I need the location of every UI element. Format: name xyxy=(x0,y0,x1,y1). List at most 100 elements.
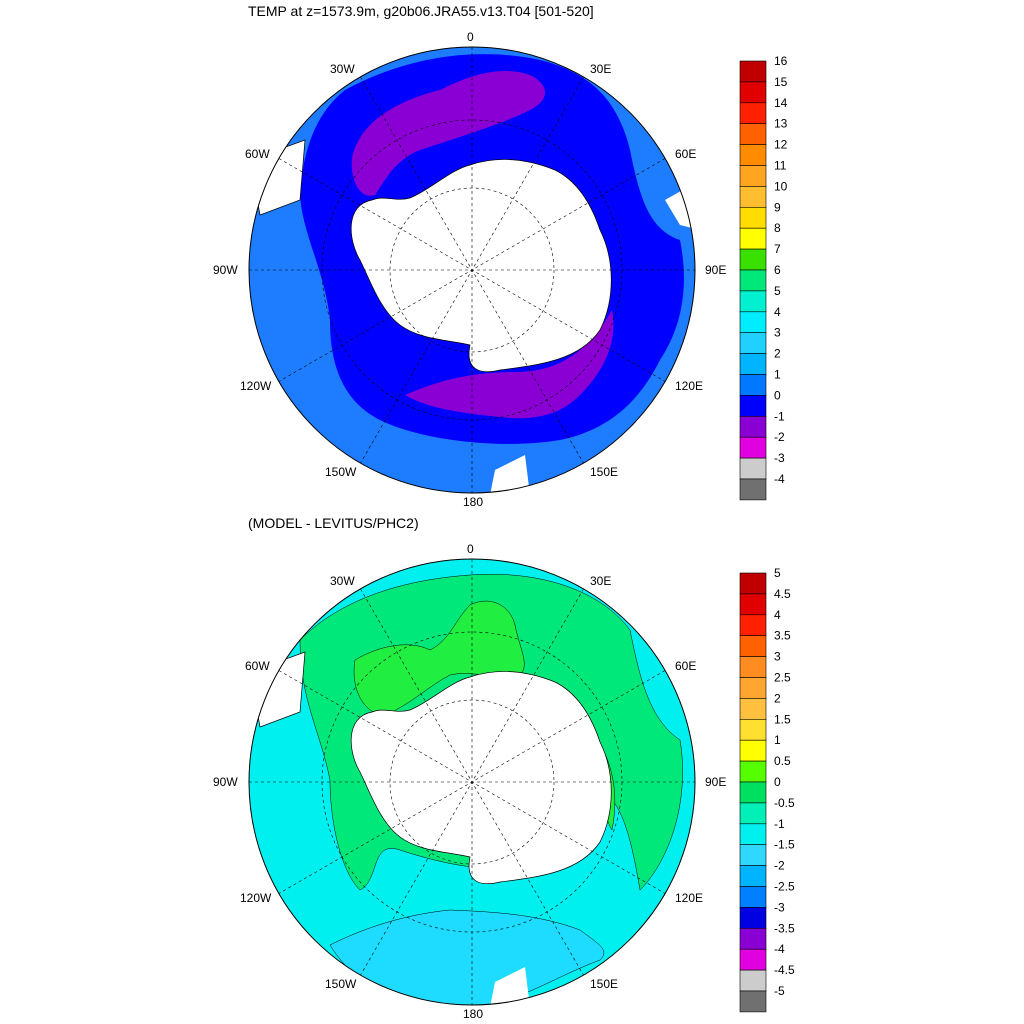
top-purple-north xyxy=(351,70,545,196)
top-colorbar-swatch xyxy=(739,227,767,250)
top-colorbar-label: 6 xyxy=(774,263,781,277)
bottom-lon-180: 180 xyxy=(463,1007,483,1021)
top-antarctica xyxy=(350,159,612,373)
top-colorbar-label: 4 xyxy=(774,305,781,319)
top-colorbar-label: 0 xyxy=(774,388,781,402)
bottom-graticule xyxy=(249,559,695,1005)
top-colorbar-swatch xyxy=(739,457,767,480)
bottom-lon-120e: 120E xyxy=(675,891,703,905)
bottom-colorbar-swatch xyxy=(739,844,767,866)
bottom-colorbar-swatch xyxy=(739,781,767,804)
top-lon-0: 0 xyxy=(467,30,474,44)
top-colorbar-label: 13 xyxy=(774,117,788,131)
bottom-colorbar-label: 2.5 xyxy=(774,671,791,685)
bottom-lon-150w: 150W xyxy=(325,977,357,991)
bottom-colorbar-label: 1.5 xyxy=(774,712,791,726)
top-land-s xyxy=(490,455,530,493)
top-colorbar-label: -2 xyxy=(774,430,785,444)
bottom-colorbar-label: 1 xyxy=(774,733,781,747)
bottom-lon-0: 0 xyxy=(467,542,474,556)
bottom-colorbar-label: 4 xyxy=(774,608,781,622)
bottom-colorbar-swatch xyxy=(739,886,767,908)
bottom-colorbar: 5 4.5 4 3.5 3 2.5 2 1.5 1 0.5 0 -0.5 -1 -1.5 -2 -2.5 -3 -… xyxy=(739,566,795,1013)
top-colorbar-swatch xyxy=(739,144,767,166)
top-colorbar-label: 14 xyxy=(774,96,788,110)
bottom-colorbar-label: -3.5 xyxy=(774,921,795,935)
top-panel: TEMP at z=1573.9m, g20b06.JRA55.v13.T04 … xyxy=(213,3,788,509)
top-colorbar-swatch xyxy=(739,269,767,292)
top-lon-60e: 60E xyxy=(675,147,696,161)
bottom-land-s xyxy=(490,967,530,1005)
top-colorbar-swatch xyxy=(739,186,767,208)
top-colorbar-swatch xyxy=(739,478,767,501)
bottom-colorbar-swatch xyxy=(739,635,767,657)
top-lon-150e: 150E xyxy=(590,465,618,479)
top-colorbar-label: 16 xyxy=(774,54,788,68)
top-colorbar-label: -3 xyxy=(774,451,785,465)
top-colorbar-label: 1 xyxy=(774,368,781,382)
bottom-colorbar-label: -2 xyxy=(774,859,785,873)
top-lon-120e: 120E xyxy=(675,379,703,393)
top-colorbar-label: -1 xyxy=(774,409,785,423)
top-map xyxy=(249,47,695,493)
bottom-lon-60w: 60W xyxy=(245,659,270,673)
top-colorbar-swatch xyxy=(739,395,767,417)
bottom-colorbar-label: -5 xyxy=(774,984,785,998)
bottom-lon-30w: 30W xyxy=(330,574,355,588)
bottom-map-border xyxy=(248,558,696,1006)
bottom-colorbar-label: 0.5 xyxy=(774,754,791,768)
top-colorbar-swatch xyxy=(739,81,767,104)
bottom-lon-60e: 60E xyxy=(675,659,696,673)
bottom-colorbar-swatch xyxy=(739,739,767,762)
bottom-colorbar-label: 2 xyxy=(774,691,781,705)
bottom-colorbar-swatch xyxy=(739,656,767,678)
bottom-colorbar-swatch xyxy=(739,802,767,825)
top-colorbar-label: 11 xyxy=(774,159,787,173)
bottom-colorbar-label: -3 xyxy=(774,900,785,914)
top-colorbar-label: 12 xyxy=(774,138,788,152)
top-colorbar-label: 15 xyxy=(774,75,788,89)
bottom-lon-90e: 90E xyxy=(705,775,726,789)
bottom-lon-labels: 0 30E 60E 90E 120E 150E 180 150W 120W 90… xyxy=(213,542,726,1021)
top-lon-180: 180 xyxy=(463,495,483,509)
top-lon-30w: 30W xyxy=(330,62,355,76)
top-colorbar-label: 9 xyxy=(774,200,781,214)
bottom-colorbar-label: -0.5 xyxy=(774,796,795,810)
bottom-colorbar-label: 4.5 xyxy=(774,587,791,601)
bottom-lon-30e: 30E xyxy=(590,574,611,588)
top-map-border xyxy=(248,46,696,494)
bottom-colorbar-swatch xyxy=(739,698,767,720)
bottom-colorbar-label: 5 xyxy=(774,566,781,580)
top-colorbar-label: 10 xyxy=(774,179,788,193)
bottom-colorbar-swatch xyxy=(739,614,767,636)
top-lon-120w: 120W xyxy=(240,379,272,393)
top-lon-labels: 0 30E 60E 90E 120E 150E 180 150W 120W 90… xyxy=(213,30,726,509)
top-colorbar-swatch xyxy=(739,332,767,354)
top-colorbar-swatch xyxy=(739,102,767,125)
top-lon-150w: 150W xyxy=(325,465,357,479)
bottom-colorbar-swatch xyxy=(739,760,767,783)
bottom-panel: (MODEL - LEVITUS/PHC2) xyxy=(213,515,795,1021)
top-colorbar-swatch xyxy=(739,248,767,271)
top-lon-60w: 60W xyxy=(245,147,270,161)
bottom-colorbar-swatch xyxy=(739,823,767,845)
top-colorbar-swatch xyxy=(739,123,767,145)
top-graticule xyxy=(249,47,695,493)
bottom-colorbar-label: 0 xyxy=(774,775,781,789)
bottom-colorbar-swatch xyxy=(739,927,767,950)
bottom-colorbar-swatch xyxy=(739,948,767,971)
bottom-colorbar-swatch xyxy=(739,969,767,992)
top-colorbar-label: 5 xyxy=(774,284,781,298)
top-colorbar-swatch xyxy=(739,374,767,396)
bottom-lon-120w: 120W xyxy=(240,891,272,905)
bottom-colorbar-label: -1.5 xyxy=(774,838,795,852)
top-colorbar-label: 8 xyxy=(774,221,781,235)
top-colorbar-label: 3 xyxy=(774,326,781,340)
bottom-lon-150e: 150E xyxy=(590,977,618,991)
top-colorbar-swatch xyxy=(739,415,767,438)
top-panel-title: TEMP at z=1573.9m, g20b06.JRA55.v13.T04 … xyxy=(248,3,594,19)
bottom-colorbar-swatch xyxy=(739,907,767,929)
bottom-colorbar-label: 3.5 xyxy=(774,629,791,643)
top-colorbar-swatch xyxy=(739,290,767,313)
